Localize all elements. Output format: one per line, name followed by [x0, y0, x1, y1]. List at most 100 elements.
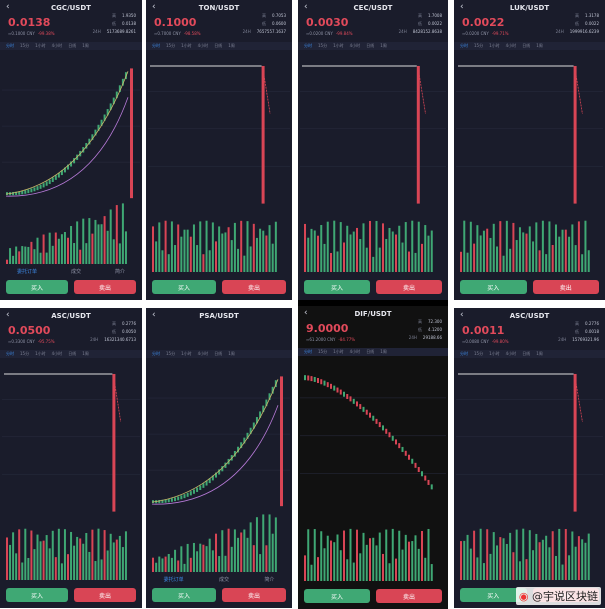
interval-tab[interactable]: 1小时	[489, 351, 500, 356]
interval-tab[interactable]: 分时	[304, 349, 312, 354]
interval-tab[interactable]: 日线	[366, 43, 375, 48]
interval-tab[interactable]: 1小时	[35, 43, 46, 48]
buy-button[interactable]: 买入	[460, 280, 527, 294]
sell-button[interactable]: 卖出	[74, 588, 136, 602]
bottom-tab[interactable]: 简介	[264, 577, 275, 583]
stat-label: 24H	[398, 29, 407, 34]
interval-tab[interactable]: 1周	[536, 351, 543, 356]
sell-button[interactable]: 卖出	[376, 589, 442, 603]
sell-button[interactable]: 卖出	[222, 588, 286, 602]
interval-tab[interactable]: 日线	[522, 43, 531, 48]
candlestick-chart[interactable]	[456, 362, 603, 582]
bottom-tab[interactable]: 成交	[218, 577, 229, 583]
interval-tab[interactable]: 分时	[152, 43, 160, 48]
buy-button[interactable]: 买入	[152, 588, 216, 602]
interval-tab[interactable]: 1周	[82, 351, 89, 356]
buy-button[interactable]: 买入	[152, 280, 216, 294]
back-arrow-icon[interactable]: ‹	[304, 308, 308, 318]
interval-tab[interactable]: 分时	[304, 43, 312, 48]
interval-tab[interactable]: 分时	[6, 43, 14, 48]
interval-tab[interactable]: 1周	[82, 43, 89, 48]
interval-tab[interactable]: 日线	[522, 351, 531, 356]
back-arrow-icon[interactable]: ‹	[152, 310, 156, 320]
back-arrow-icon[interactable]: ‹	[460, 2, 464, 12]
candle	[115, 91, 118, 99]
candlestick-chart[interactable]	[2, 362, 140, 582]
interval-tab[interactable]: 4小时	[349, 43, 361, 48]
interval-tab[interactable]: 1小时	[181, 43, 192, 48]
candlestick-chart[interactable]	[2, 54, 140, 266]
interval-tab[interactable]: 日线	[366, 349, 375, 354]
bottom-tab[interactable]: 成交	[70, 269, 81, 275]
interval-tab[interactable]: 4小时	[51, 351, 63, 356]
volume-bar	[233, 529, 236, 572]
interval-tab[interactable]: 1小时	[333, 43, 344, 48]
volume-bar	[70, 226, 73, 264]
back-arrow-icon[interactable]: ‹	[152, 2, 156, 12]
change-percent: -99.71%	[491, 31, 509, 36]
interval-tab[interactable]: 1周	[380, 43, 387, 48]
candlestick-chart[interactable]	[300, 54, 446, 274]
sell-button[interactable]: 卖出	[222, 280, 286, 294]
sell-button[interactable]: 卖出	[532, 280, 599, 294]
interval-tab[interactable]: 分时	[152, 351, 160, 356]
interval-tab[interactable]: 4小时	[51, 43, 63, 48]
interval-tab[interactable]: 15分	[318, 43, 328, 48]
interval-tab[interactable]: 日线	[68, 43, 77, 48]
volume-bar	[274, 517, 277, 572]
ma-line	[574, 376, 583, 422]
interval-tab[interactable]: 1周	[228, 351, 235, 356]
buy-button[interactable]: 买入	[304, 280, 370, 294]
back-arrow-icon[interactable]: ‹	[6, 310, 10, 320]
interval-tab[interactable]: 15分	[20, 43, 30, 48]
interval-tab[interactable]: 日线	[68, 351, 77, 356]
candle	[317, 378, 319, 384]
sell-button[interactable]: 卖出	[74, 280, 136, 294]
back-arrow-icon[interactable]: ‹	[304, 2, 308, 12]
interval-tab[interactable]: 日线	[214, 43, 223, 48]
volume-bar	[541, 220, 544, 272]
bottom-tab[interactable]: 简介	[114, 269, 125, 275]
interval-tab[interactable]: 1周	[536, 43, 543, 48]
buy-button[interactable]: 买入	[6, 280, 68, 294]
interval-tab[interactable]: 1小时	[181, 351, 192, 356]
volume-bar	[115, 539, 118, 580]
candle	[414, 462, 417, 468]
candle	[365, 409, 368, 415]
bottom-tab[interactable]: 委托订单	[163, 577, 184, 583]
interval-tab[interactable]: 1小时	[489, 43, 500, 48]
buy-button[interactable]: 买入	[460, 588, 527, 602]
interval-tab[interactable]: 15分	[20, 351, 30, 356]
interval-tab[interactable]: 1小时	[35, 351, 46, 356]
interval-tab[interactable]: 1小时	[333, 349, 344, 354]
interval-tab[interactable]: 4小时	[505, 43, 517, 48]
sell-button[interactable]: 卖出	[376, 280, 442, 294]
interval-tab[interactable]: 4小时	[349, 349, 361, 354]
interval-tab[interactable]: 日线	[214, 351, 223, 356]
interval-tab[interactable]: 15分	[166, 351, 176, 356]
volume-bar	[408, 541, 410, 581]
interval-tab[interactable]: 15分	[474, 351, 484, 356]
candlestick-chart[interactable]	[148, 362, 290, 574]
interval-tab[interactable]: 4小时	[505, 351, 517, 356]
candlestick-chart[interactable]	[300, 360, 446, 583]
interval-tab[interactable]: 4小时	[197, 351, 209, 356]
back-arrow-icon[interactable]: ‹	[460, 310, 464, 320]
buy-button[interactable]: 买入	[304, 589, 370, 603]
volume-bar	[561, 564, 564, 580]
interval-tab[interactable]: 分时	[460, 351, 468, 356]
candlestick-chart[interactable]	[148, 54, 290, 274]
bottom-tab[interactable]: 委托订单	[16, 269, 37, 275]
interval-tab[interactable]: 1周	[380, 349, 387, 354]
volume-bar	[106, 230, 109, 264]
candlestick-chart[interactable]	[456, 54, 603, 274]
interval-tab[interactable]: 15分	[474, 43, 484, 48]
interval-tab[interactable]: 4小时	[197, 43, 209, 48]
buy-button[interactable]: 买入	[6, 588, 68, 602]
back-arrow-icon[interactable]: ‹	[6, 2, 10, 12]
interval-tab[interactable]: 分时	[6, 351, 14, 356]
interval-tab[interactable]: 15分	[166, 43, 176, 48]
interval-tab[interactable]: 分时	[460, 43, 468, 48]
interval-tab[interactable]: 1周	[228, 43, 235, 48]
interval-tab[interactable]: 15分	[318, 349, 328, 354]
